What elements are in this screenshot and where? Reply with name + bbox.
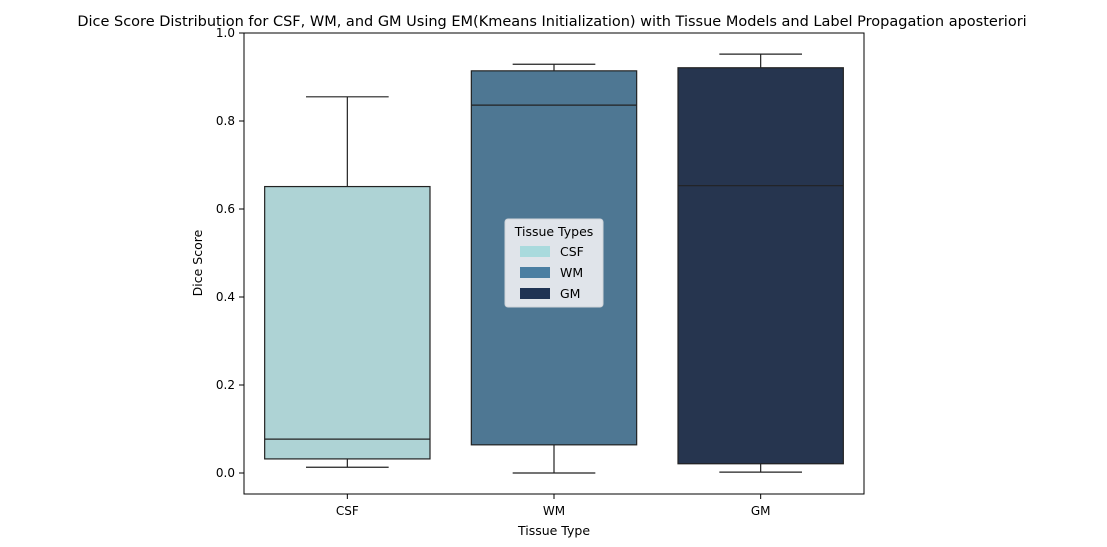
legend-entries: CSF WM GM	[520, 244, 584, 301]
y-axis-label: Dice Score	[190, 229, 205, 296]
legend-label-csf: CSF	[560, 244, 584, 259]
box-gm	[677, 53, 844, 473]
legend-swatch-csf	[520, 246, 550, 257]
x-tick-label: CSF	[336, 504, 359, 518]
y-tick-label: 1.0	[216, 26, 235, 40]
x-tick-label: GM	[751, 504, 771, 518]
y-tick-label: 0.2	[216, 378, 235, 392]
legend-frame	[504, 218, 604, 308]
box-body-csf	[264, 185, 431, 460]
x-axis-ticks: CSF WM GM	[336, 494, 771, 518]
box-body-gm	[677, 67, 844, 465]
y-tick-label: 0.4	[216, 290, 235, 304]
y-axis-ticks: 0.0 0.2 0.4 0.6 0.8 1.0	[216, 26, 244, 480]
y-tick-label: 0.8	[216, 114, 235, 128]
legend-swatch-wm	[520, 267, 550, 278]
chart-title: Dice Score Distribution for CSF, WM, and…	[77, 14, 1026, 30]
legend-label-gm: GM	[560, 286, 580, 301]
legend-title: Tissue Types	[514, 224, 594, 239]
legend-swatch-gm	[520, 288, 550, 299]
y-tick-label: 0.6	[216, 202, 235, 216]
x-tick-label: WM	[543, 504, 565, 518]
x-axis-label: Tissue Type	[517, 523, 590, 538]
box-csf	[264, 96, 431, 468]
legend-label-wm: WM	[560, 265, 583, 280]
legend: Tissue Types CSF WM GM	[504, 218, 604, 308]
y-tick-label: 0.0	[216, 466, 235, 480]
